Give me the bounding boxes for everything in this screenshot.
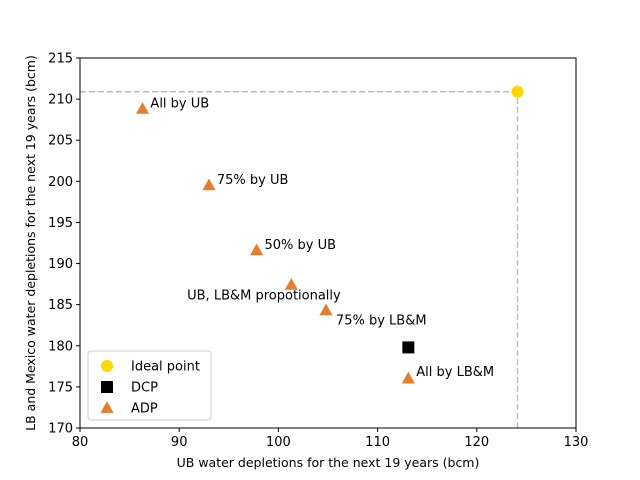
- x-tick-label: 100: [266, 435, 291, 450]
- legend-label-ideal-point: Ideal point: [131, 360, 200, 375]
- adp-point: [401, 371, 415, 384]
- reference-lines: [80, 90, 519, 428]
- point-annotation: 75% by LB&M: [336, 313, 427, 328]
- y-tick-label: 200: [48, 175, 73, 190]
- y-tick-label: 210: [48, 93, 73, 108]
- legend-frame: [87, 350, 212, 421]
- y-tick-label: 205: [48, 134, 73, 149]
- legend-label-dcp: DCP: [131, 381, 158, 396]
- x-tick-label: 120: [464, 435, 489, 450]
- annotations: All by UB 75% by UB 50% by UB UB, LB&M prop…: [150, 96, 494, 380]
- y-tick-label: 180: [48, 339, 73, 354]
- x-tick-label: 130: [564, 435, 589, 450]
- point-annotation: 75% by UB: [217, 173, 289, 188]
- legend-label-adp: ADP: [131, 402, 158, 417]
- data-points: [135, 85, 524, 384]
- plot-frame: [79, 57, 577, 429]
- adp-point: [284, 278, 298, 290]
- dcp-point: [402, 341, 415, 354]
- legend: Ideal point DCP ADP: [87, 350, 212, 421]
- x-tick-label: 80: [72, 435, 89, 450]
- legend-marker-ideal-point: [101, 360, 113, 372]
- ideal-point-point: [511, 85, 524, 98]
- y-tick-label: 170: [48, 422, 73, 437]
- adp-point: [202, 178, 216, 191]
- y-tick-label: 185: [48, 298, 73, 313]
- y-tick-label: 215: [48, 52, 73, 67]
- y-tick-label: 195: [48, 216, 73, 231]
- y-axis-label: LB and Mexico water depletions for the n…: [23, 55, 38, 431]
- point-annotation: UB, LB&M propotionally: [187, 289, 341, 304]
- legend-marker-adp: [100, 401, 114, 413]
- adp-point: [319, 303, 333, 316]
- point-annotation: All by UB: [150, 96, 209, 111]
- x-axis-ticks: 80 90 100 110 120 130: [72, 428, 589, 450]
- y-tick-label: 175: [48, 380, 73, 395]
- point-annotation: 50% by UB: [265, 238, 337, 253]
- y-tick-label: 190: [48, 257, 73, 272]
- x-tick-label: 90: [171, 435, 188, 450]
- y-axis-ticks: 170 175 180 185 190 195 200 205 210 215: [48, 52, 80, 437]
- adp-point: [249, 243, 264, 256]
- x-axis-label: UB water depletions for the next 19 year…: [177, 455, 480, 470]
- x-tick-label: 110: [365, 435, 390, 450]
- adp-point: [135, 102, 150, 114]
- point-annotation: All by LB&M: [416, 365, 494, 380]
- legend-marker-dcp: [101, 381, 113, 393]
